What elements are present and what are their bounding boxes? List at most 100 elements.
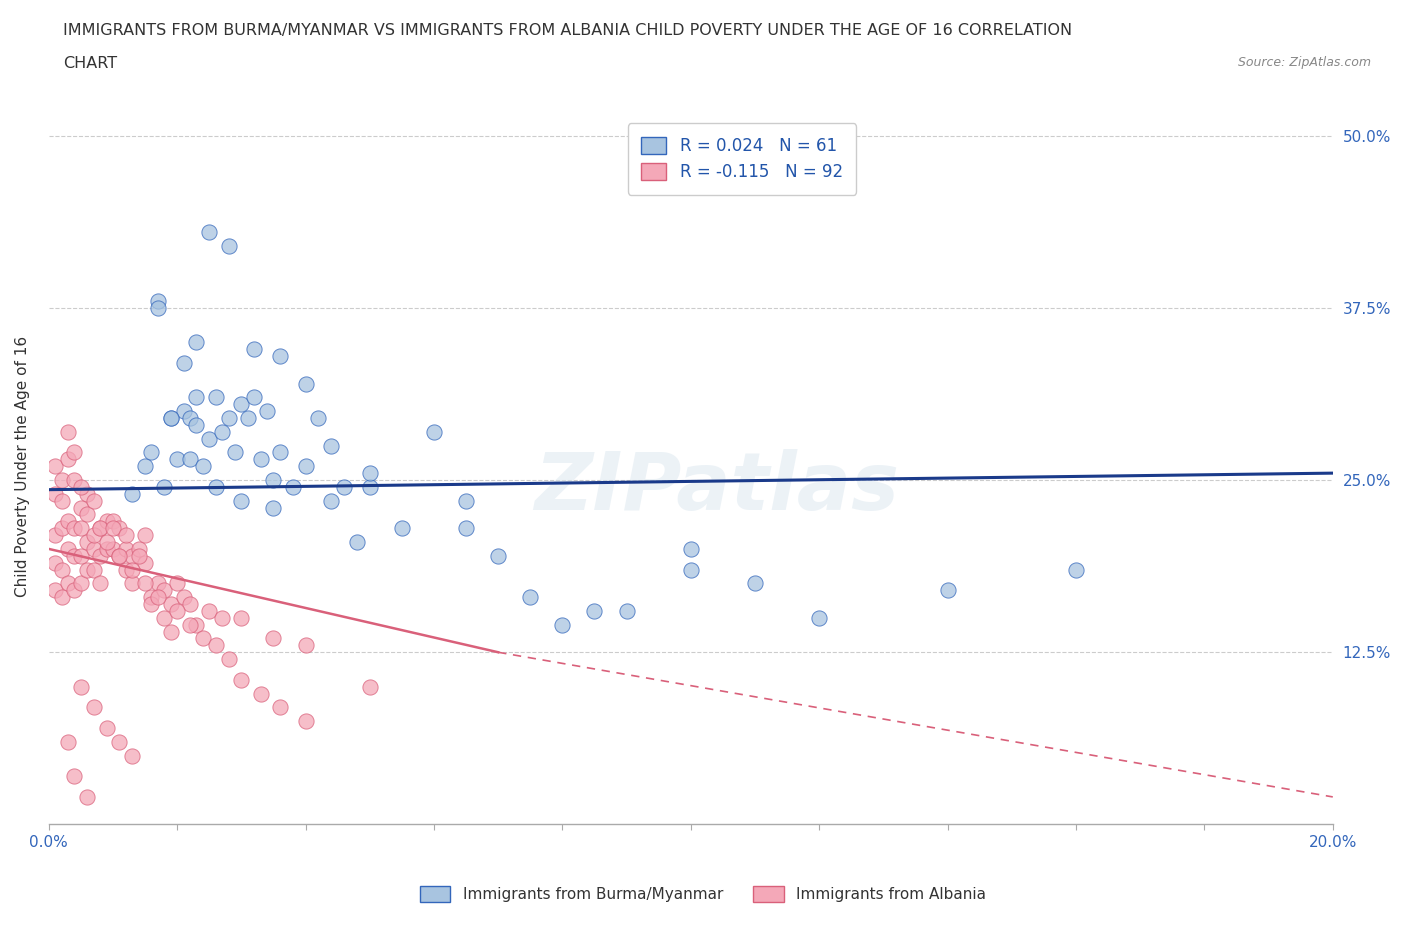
Point <box>76 535 98 550</box>
Point <box>56 514 79 529</box>
Point <box>159 624 181 639</box>
Point <box>1064 562 1087 577</box>
Point <box>51 590 73 604</box>
Point <box>166 604 188 618</box>
Point <box>218 410 240 425</box>
Text: IMMIGRANTS FROM BURMA/MYANMAR VS IMMIGRANTS FROM ALBANIA CHILD POVERTY UNDER THE: IMMIGRANTS FROM BURMA/MYANMAR VS IMMIGRA… <box>63 23 1073 38</box>
Point <box>307 410 329 425</box>
Point <box>262 631 284 646</box>
Point <box>166 452 188 467</box>
Point <box>391 521 413 536</box>
Point <box>346 535 368 550</box>
Point <box>56 424 79 439</box>
Point <box>744 576 766 591</box>
Point <box>269 349 291 364</box>
Point <box>146 576 169 591</box>
Point <box>224 445 246 460</box>
Point <box>146 300 169 315</box>
Point <box>211 424 233 439</box>
Point <box>89 576 111 591</box>
Point <box>63 472 86 487</box>
Point <box>153 610 176 625</box>
Text: Source: ZipAtlas.com: Source: ZipAtlas.com <box>1237 56 1371 69</box>
Point <box>108 735 131 750</box>
Point <box>63 583 86 598</box>
Point <box>262 500 284 515</box>
Point <box>186 418 208 432</box>
Point <box>101 541 124 556</box>
Point <box>56 541 79 556</box>
Point <box>269 445 291 460</box>
Point <box>204 638 226 653</box>
Point <box>56 735 79 750</box>
Point <box>333 480 356 495</box>
Point <box>218 238 240 253</box>
Point <box>76 790 98 804</box>
Point <box>76 507 98 522</box>
Point <box>134 458 156 473</box>
Y-axis label: Child Poverty Under the Age of 16: Child Poverty Under the Age of 16 <box>15 336 30 597</box>
Point <box>83 562 105 577</box>
Point <box>236 410 259 425</box>
Point <box>249 452 271 467</box>
Point <box>256 404 278 418</box>
Point <box>231 610 253 625</box>
Point <box>83 541 105 556</box>
Point <box>101 521 124 536</box>
Point <box>359 466 381 481</box>
Point <box>423 424 446 439</box>
Point <box>128 549 150 564</box>
Point <box>108 521 131 536</box>
Point <box>51 562 73 577</box>
Point <box>249 686 271 701</box>
Point <box>121 486 143 501</box>
Point <box>44 527 66 542</box>
Point <box>204 480 226 495</box>
Point <box>89 521 111 536</box>
Point <box>231 493 253 508</box>
Point <box>281 480 304 495</box>
Point <box>679 541 702 556</box>
Point <box>70 521 93 536</box>
Point <box>121 748 143 763</box>
Point <box>63 445 86 460</box>
Point <box>121 562 143 577</box>
Point <box>108 549 131 564</box>
Point <box>186 618 208 632</box>
Point <box>56 452 79 467</box>
Point <box>173 590 195 604</box>
Point <box>89 549 111 564</box>
Point <box>70 679 93 694</box>
Point <box>153 583 176 598</box>
Point <box>108 549 131 564</box>
Point <box>294 376 316 391</box>
Point <box>166 576 188 591</box>
Point <box>486 549 509 564</box>
Point <box>198 604 221 618</box>
Point <box>159 410 181 425</box>
Text: ZIPatlas: ZIPatlas <box>534 449 898 526</box>
Point <box>211 610 233 625</box>
Point <box>96 541 118 556</box>
Point <box>243 390 266 405</box>
Point <box>96 535 118 550</box>
Point <box>294 713 316 728</box>
Point <box>51 493 73 508</box>
Point <box>231 397 253 412</box>
Point <box>141 590 163 604</box>
Point <box>519 590 541 604</box>
Point <box>44 458 66 473</box>
Legend: R = 0.024   N = 61, R = -0.115   N = 92: R = 0.024 N = 61, R = -0.115 N = 92 <box>628 124 856 194</box>
Text: CHART: CHART <box>63 56 117 71</box>
Point <box>114 562 136 577</box>
Point <box>191 458 214 473</box>
Point <box>89 521 111 536</box>
Point <box>198 224 221 239</box>
Point <box>83 700 105 715</box>
Point <box>146 590 169 604</box>
Point <box>454 521 477 536</box>
Point <box>141 596 163 611</box>
Point <box>121 576 143 591</box>
Point <box>114 527 136 542</box>
Point <box>134 576 156 591</box>
